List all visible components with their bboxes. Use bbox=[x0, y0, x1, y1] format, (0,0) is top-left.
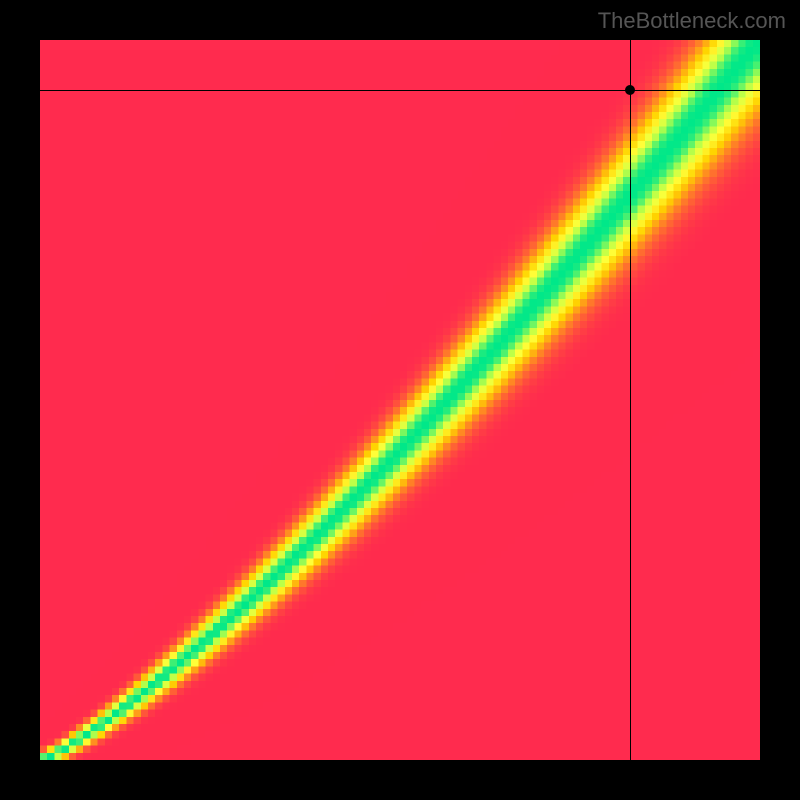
bottleneck-heatmap bbox=[40, 40, 760, 760]
crosshair-horizontal bbox=[40, 90, 760, 91]
watermark: TheBottleneck.com bbox=[598, 8, 786, 34]
selection-marker bbox=[625, 85, 635, 95]
heatmap-canvas bbox=[40, 40, 760, 760]
crosshair-vertical bbox=[630, 40, 631, 760]
